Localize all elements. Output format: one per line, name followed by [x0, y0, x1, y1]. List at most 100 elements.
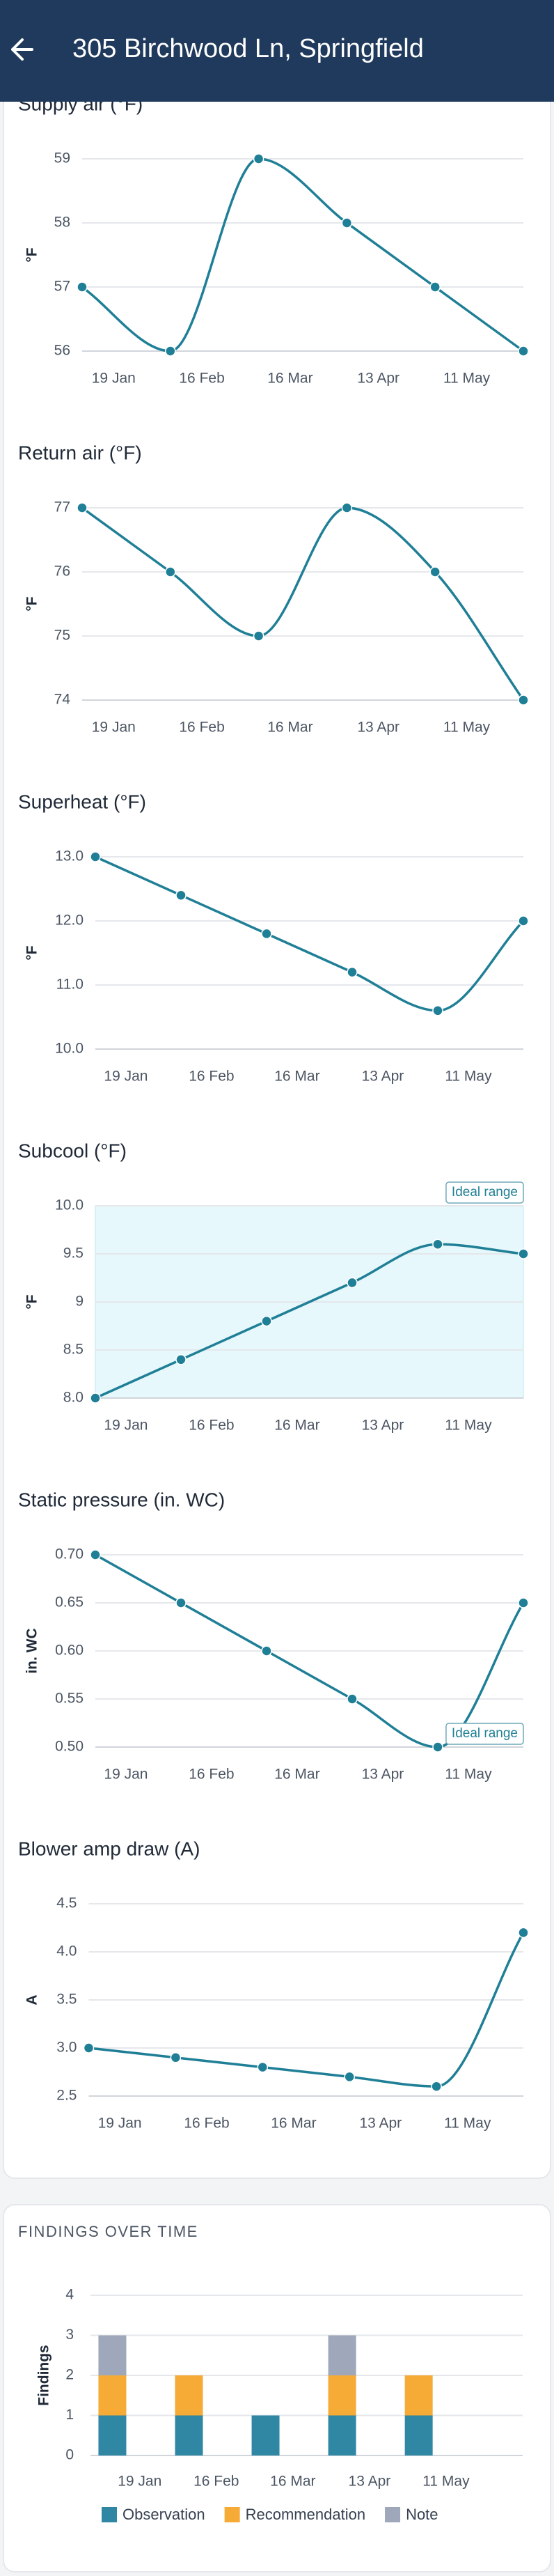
y-axis-label: in. WC [24, 1628, 40, 1673]
x-tick-label: 19 Jan [92, 720, 136, 736]
series-line [95, 1243, 524, 1399]
y-tick-label: 2.5 [56, 2088, 77, 2104]
chart-title: FINDINGS OVER TIME [18, 2223, 198, 2240]
bar-segment [98, 2375, 127, 2416]
legend-swatch [224, 2507, 240, 2522]
data-point [83, 2042, 95, 2054]
x-tick-label: 11 May [443, 371, 491, 387]
back-button[interactable] [7, 28, 46, 71]
x-tick-label: 13 Apr [357, 371, 399, 387]
y-tick-label: 10.0 [55, 1041, 84, 1057]
back-arrow[interactable] [11, 38, 33, 61]
x-tick-label: 16 Feb [179, 371, 224, 387]
data-point [90, 1549, 101, 1560]
data-point [518, 915, 529, 926]
y-tick-label: 0.55 [55, 1691, 84, 1707]
data-point [347, 1693, 358, 1705]
y-tick-label: 0.50 [55, 1739, 84, 1755]
x-tick-label: 16 Feb [189, 1069, 234, 1085]
data-point [90, 1392, 101, 1404]
y-tick-label: 4.5 [56, 1895, 77, 1911]
x-tick-label: 16 Feb [193, 2474, 239, 2490]
x-tick-label: 13 Apr [362, 1767, 404, 1783]
legend-label: Note [406, 2506, 438, 2523]
y-tick-label: 57 [54, 279, 70, 295]
legend-label: Observation [122, 2506, 205, 2523]
data-point [518, 1248, 529, 1259]
data-point [518, 1927, 529, 1939]
x-tick-label: 13 Apr [349, 2474, 391, 2490]
bar-segment [98, 2415, 127, 2455]
x-tick-label: 11 May [444, 2116, 491, 2132]
legend-swatch [102, 2507, 117, 2522]
series-line [95, 855, 525, 1012]
y-tick-label: 3.5 [56, 1992, 77, 2008]
bar-segment [175, 2375, 203, 2416]
x-tick-label: 19 Jan [98, 2116, 142, 2132]
y-tick-label: 11.0 [56, 977, 84, 993]
legend-label: Recommendation [246, 2506, 365, 2523]
y-tick-label: 9 [75, 1294, 84, 1310]
x-tick-label: 19 Jan [104, 1418, 148, 1434]
data-point [341, 502, 353, 513]
y-tick-label: 59 [54, 150, 70, 166]
chart-title: Return air (°F) [18, 442, 142, 463]
x-tick-label: 11 May [445, 1069, 492, 1085]
x-tick-label: 11 May [422, 2474, 470, 2490]
data-point [165, 346, 176, 357]
y-tick-label: 8.0 [63, 1390, 84, 1406]
y-tick-label: 0.60 [55, 1643, 84, 1659]
ideal-range-tag [445, 1723, 524, 1745]
bar-segment [404, 2415, 433, 2455]
data-point [347, 1277, 358, 1289]
x-tick-label: 19 Jan [104, 1767, 148, 1783]
y-tick-label: 2 [65, 2367, 74, 2383]
ideal-range-label: Ideal range [452, 1726, 518, 1741]
data-point [344, 2071, 355, 2083]
y-tick-label: 0.70 [55, 1546, 84, 1562]
x-tick-label: 16 Mar [270, 2474, 315, 2490]
x-tick-label: 16 Mar [274, 1767, 319, 1783]
data-point [253, 153, 264, 164]
chart-title: Superheat (°F) [18, 791, 146, 812]
data-point [261, 1645, 272, 1656]
y-axis-label: Findings [36, 2345, 52, 2406]
y-axis-label: A [24, 1994, 40, 2005]
legend-swatch [385, 2507, 401, 2522]
bar-segment [98, 2335, 127, 2375]
data-point [518, 695, 529, 706]
x-tick-label: 19 Jan [118, 2474, 161, 2490]
y-axis-label: °F [24, 596, 40, 611]
y-tick-label: 58 [54, 215, 70, 231]
y-axis-label: °F [24, 1294, 40, 1309]
chart-title: Blower amp draw (A) [18, 1838, 200, 1859]
data-point [175, 890, 187, 901]
data-point [432, 1005, 443, 1016]
bar-segment [328, 2335, 356, 2375]
bar-segment [328, 2375, 356, 2416]
data-point [432, 1741, 443, 1753]
data-point [175, 1597, 187, 1608]
data-point [429, 566, 441, 577]
bar-segment [404, 2375, 433, 2416]
bar-segment [251, 2415, 280, 2455]
chart-title: Static pressure (in. WC) [18, 1489, 225, 1510]
chart-title: Subcool (°F) [18, 1140, 127, 1161]
data-point [518, 1597, 529, 1608]
x-tick-label: 11 May [443, 720, 491, 736]
y-tick-label: 0.65 [55, 1595, 84, 1611]
x-tick-label: 13 Apr [362, 1069, 404, 1085]
y-tick-label: 75 [54, 628, 70, 644]
x-tick-label: 16 Mar [274, 1069, 319, 1085]
x-tick-label: 16 Mar [267, 720, 312, 736]
y-tick-label: 9.5 [63, 1246, 84, 1262]
data-point [257, 2061, 269, 2073]
y-tick-label: 13.0 [55, 848, 84, 864]
findings-card [3, 2204, 551, 2573]
data-point [165, 566, 176, 577]
data-point [261, 928, 272, 940]
bar-segment [175, 2415, 203, 2455]
x-tick-label: 16 Feb [179, 720, 224, 736]
y-tick-label: 74 [54, 692, 71, 708]
